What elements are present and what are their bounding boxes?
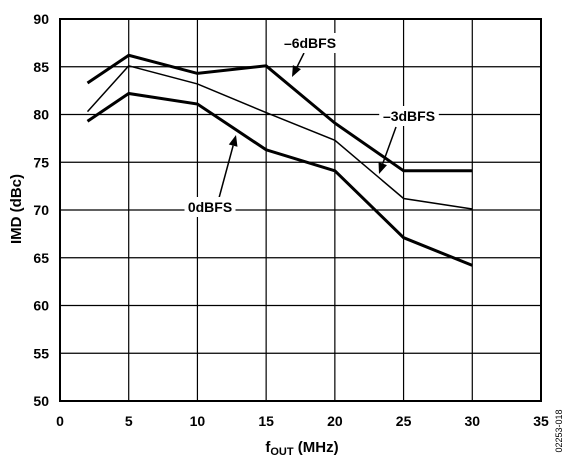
annotation-leaders	[218, 52, 397, 199]
x-axis-title-unit: (MHz)	[294, 439, 339, 456]
series-layer	[86, 53, 473, 267]
annotation-3dbfs-label-background	[379, 106, 439, 126]
x-tick-label: 25	[396, 413, 412, 429]
grid	[60, 19, 541, 401]
x-tick-label: 30	[464, 413, 480, 429]
x-axis-title-subscript: OUT	[270, 446, 294, 458]
annotation-0dbfs-arrow-head	[228, 135, 238, 147]
annotation-3dbfs-label: –3dBFS	[383, 108, 435, 124]
y-axis-title: IMD (dBc)	[8, 174, 25, 244]
figure-id: 02253-018	[554, 409, 564, 452]
annotation-6dbfs-arrow-head	[292, 65, 301, 77]
x-tick-label: 10	[190, 413, 206, 429]
x-axis-title-main: f	[265, 439, 271, 456]
x-tick-label: 0	[56, 413, 64, 429]
series-line-1	[86, 64, 473, 210]
y-tick-label: 65	[33, 250, 49, 266]
annotation-6dbfs-label: –6dBFS	[284, 35, 336, 51]
y-tick-label: 90	[33, 11, 49, 27]
annotation-6dbfs-label-background	[280, 33, 340, 53]
x-tick-labels: 0 5 10 15 20 25 30 35	[56, 413, 549, 429]
x-tick-label: 20	[327, 413, 343, 429]
annotation-0dbfs-arrow-line	[218, 145, 234, 199]
annotation-3dbfs-arrow-line	[382, 126, 397, 164]
x-axis-title: fOUT (MHz)	[265, 439, 338, 458]
y-tick-labels: 50 55 60 65 70 75 80 85 90	[33, 11, 49, 409]
y-tick-label: 85	[33, 59, 49, 75]
y-tick-label: 55	[33, 345, 49, 361]
annotation-0dbfs-label: 0dBFS	[188, 199, 232, 215]
y-tick-label: 70	[33, 202, 49, 218]
plot-frame	[59, 18, 542, 402]
x-tick-label: 35	[533, 413, 549, 429]
y-tick-label: 50	[33, 393, 49, 409]
y-tick-label: 80	[33, 107, 49, 123]
x-tick-label: 15	[258, 413, 274, 429]
annotation-0dbfs-label-background	[184, 197, 236, 217]
y-tick-label: 60	[33, 298, 49, 314]
annotation-6dbfs-arrow-line	[296, 52, 305, 68]
x-tick-label: 5	[125, 413, 133, 429]
y-tick-label: 75	[33, 154, 49, 170]
series-line-0	[86, 53, 473, 173]
series-line-2	[86, 91, 473, 267]
annotation-3dbfs-arrow-head	[378, 162, 387, 174]
